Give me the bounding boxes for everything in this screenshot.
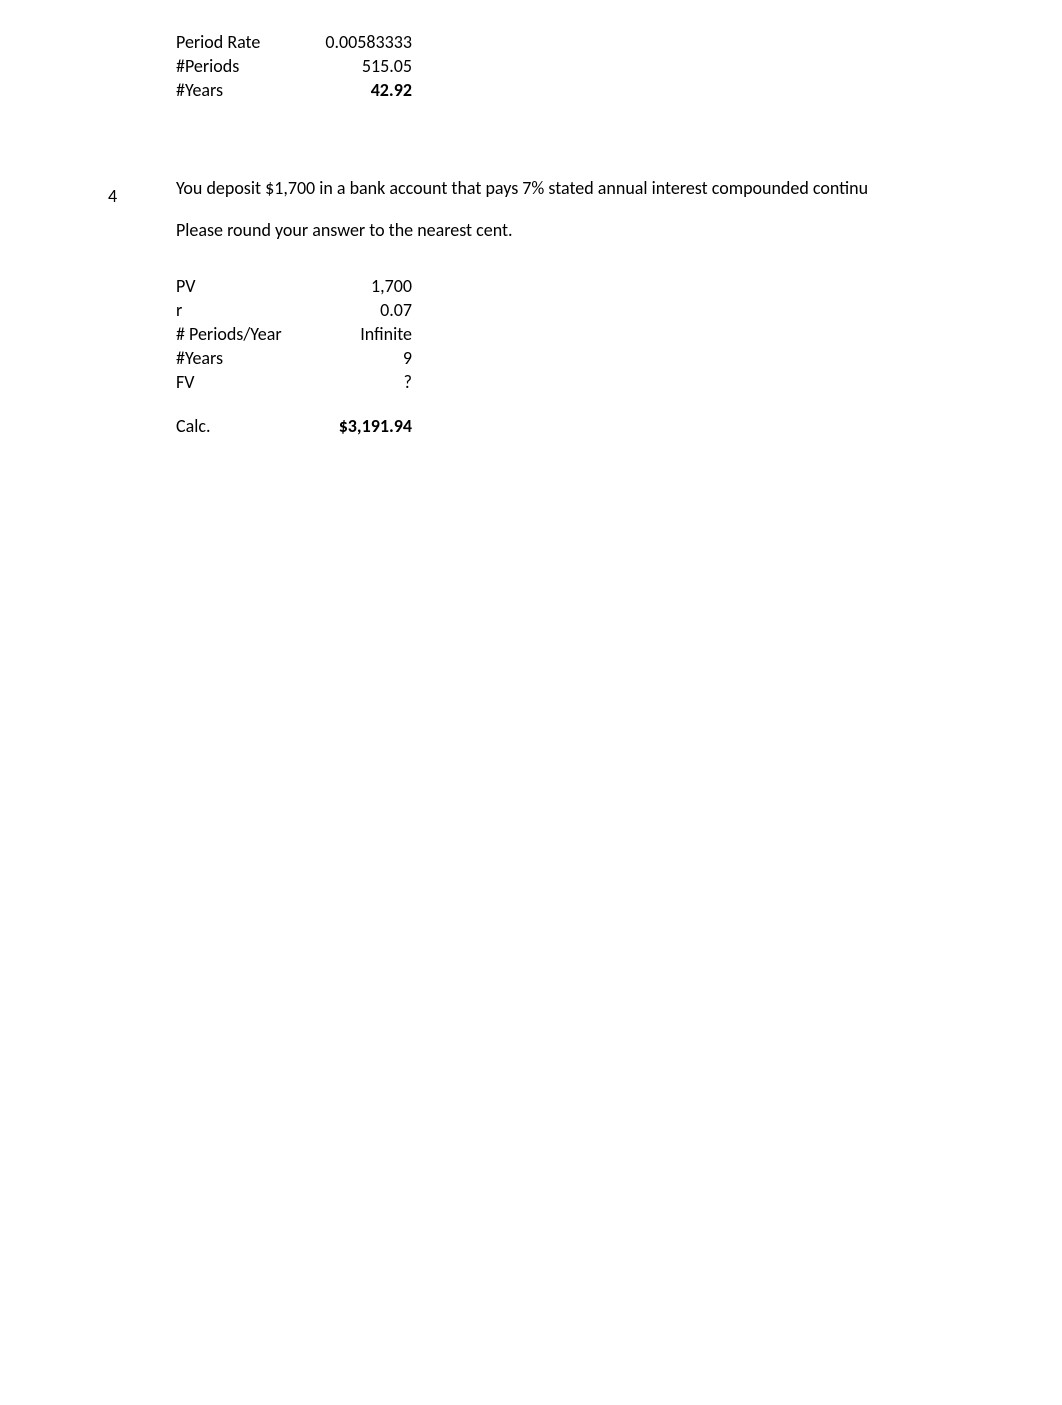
sec2-value: 0.07: [316, 298, 412, 322]
table-row: # Periods/YearInfinite: [176, 322, 412, 346]
sec2-value: 1,700: [316, 274, 412, 298]
sec1-label: #Periods: [176, 54, 316, 78]
sec1-value: 42.92: [316, 78, 412, 102]
sec2-value: 9: [316, 346, 412, 370]
question-instruction: Please round your answer to the nearest …: [176, 218, 513, 242]
sec1-label: Period Rate: [176, 30, 316, 54]
table-row: #Years9: [176, 346, 412, 370]
table-row: Period Rate0.00583333: [176, 30, 412, 54]
table-row: #Periods515.05: [176, 54, 412, 78]
question-number: 4: [108, 184, 117, 208]
sec2-label: #Years: [176, 346, 316, 370]
sec2-value: ?: [316, 370, 412, 394]
sec1-label: #Years: [176, 78, 316, 102]
table-row: PV1,700: [176, 274, 412, 298]
calc-label: Calc.: [176, 414, 316, 438]
calc-row: Calc.$3,191.94: [176, 414, 412, 438]
sec2-label: r: [176, 298, 316, 322]
sec2-value: Infinite: [316, 322, 412, 346]
table-row: #Years42.92: [176, 78, 412, 102]
table-row: FV?: [176, 370, 412, 394]
table-row: r0.07: [176, 298, 412, 322]
sec1-value: 515.05: [316, 54, 412, 78]
sec1-value: 0.00583333: [316, 30, 412, 54]
sec2-label: PV: [176, 274, 316, 298]
question-text: You deposit $1,700 in a bank account tha…: [176, 176, 868, 200]
sec2-label: FV: [176, 370, 316, 394]
sec2-label: # Periods/Year: [176, 322, 316, 346]
calc-value: $3,191.94: [316, 414, 412, 438]
